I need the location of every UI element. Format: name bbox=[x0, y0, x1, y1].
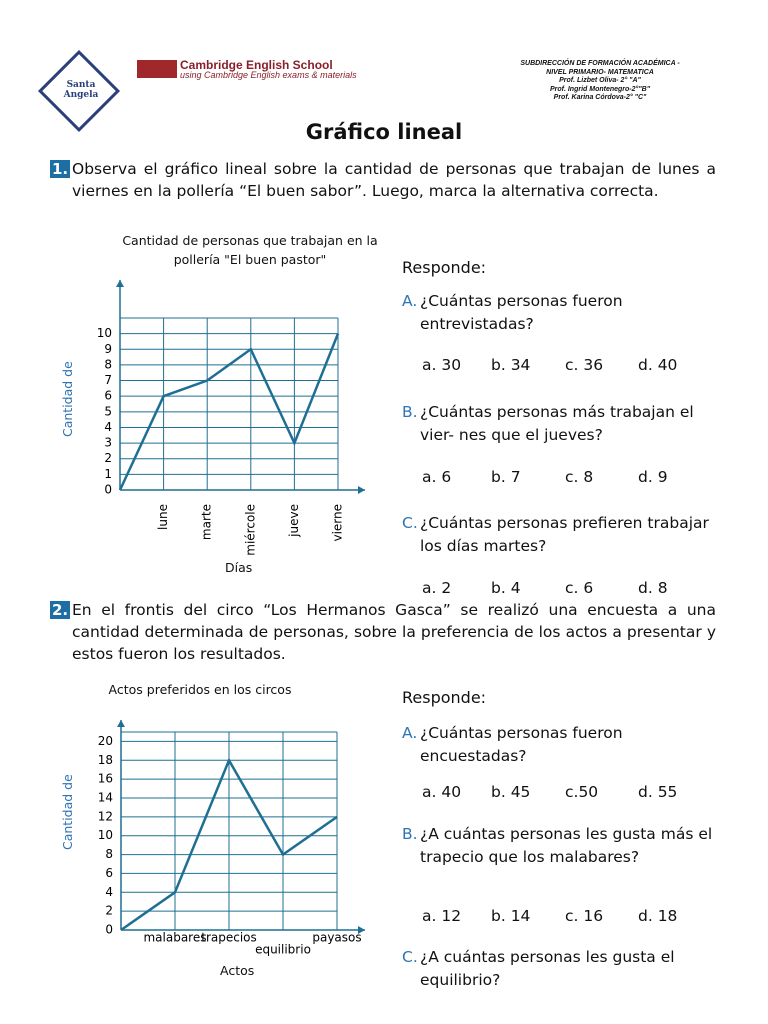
logo-text: Santa Angela bbox=[63, 80, 99, 100]
y-tick-label: 5 bbox=[104, 404, 112, 418]
chart-title: Actos preferidos en los circos bbox=[108, 682, 292, 697]
arrow bbox=[358, 926, 365, 934]
option: d. 9 bbox=[638, 468, 668, 486]
y-tick-label: 8 bbox=[105, 847, 113, 861]
question-letter: C. bbox=[402, 514, 418, 532]
y-tick-label: 16 bbox=[98, 772, 113, 786]
option: d. 8 bbox=[638, 579, 668, 597]
arrow bbox=[358, 486, 365, 494]
y-tick-label: 6 bbox=[104, 389, 112, 403]
y-tick-label: 0 bbox=[105, 923, 113, 937]
option: a. 30 bbox=[422, 356, 462, 374]
y-tick-label: 20 bbox=[98, 734, 113, 748]
question-text: ¿A cuántas personas les gusta más el tra… bbox=[420, 825, 713, 866]
question-text: ¿Cuántas personas fueron encuestadas? bbox=[420, 724, 623, 765]
option: c.50 bbox=[565, 783, 599, 801]
option: c. 6 bbox=[565, 579, 594, 597]
question-letter: B. bbox=[402, 403, 418, 421]
y-tick-label: 4 bbox=[104, 420, 112, 434]
option: b. 4 bbox=[491, 579, 521, 597]
x-tick-label: miércole bbox=[243, 504, 257, 556]
info-line: SUBDIRECCIÓN DE FORMACIÓN ACADÉMICA - bbox=[520, 60, 680, 67]
y-tick-label: 9 bbox=[104, 342, 112, 356]
x-tick-label: vierne bbox=[331, 504, 345, 542]
section-text: Observa el gráfico lineal sobre la canti… bbox=[72, 160, 716, 200]
info-line: Prof. Ingrid Montenegro-2°"B" bbox=[549, 85, 651, 93]
y-tick-label: 10 bbox=[98, 828, 113, 842]
question-letter: A. bbox=[402, 292, 418, 310]
option: c. 16 bbox=[565, 907, 604, 925]
info-line: Prof. Lizbet Oliva- 2° "A" bbox=[559, 77, 641, 84]
chart: 0 2 4 6 8 10 12 14 16 18 20 malabarestrapeciosequil… bbox=[98, 720, 365, 957]
section-number: 1. bbox=[50, 160, 71, 178]
chart-title: Cantidad de personas que trabajan en la … bbox=[122, 233, 378, 267]
line bbox=[118, 333, 340, 491]
y-tick-label: 10 bbox=[97, 326, 112, 340]
x-tick-label: lune bbox=[156, 504, 170, 530]
responde: Responde: bbox=[402, 688, 487, 707]
question: B. ¿A cuántas personas les gusta más el t… bbox=[402, 823, 722, 866]
y-tick-label: 6 bbox=[105, 866, 113, 880]
option: c. 36 bbox=[565, 356, 604, 374]
chart: 0 1 23 4 56 7 89 10 lune marte miércole jueve vierne bbox=[97, 280, 365, 556]
question-letter: C. bbox=[402, 948, 418, 966]
option: c. 8 bbox=[565, 468, 594, 486]
x-axis-label: Actos bbox=[220, 963, 255, 978]
line bbox=[120, 757, 338, 932]
y-tick-label: 12 bbox=[98, 809, 113, 823]
option: d. 18 bbox=[638, 907, 678, 925]
option: a. 6 bbox=[422, 468, 452, 486]
option: a. 12 bbox=[422, 907, 462, 925]
info-line: Prof. Karina Córdova-2° "C" bbox=[553, 94, 647, 101]
option: d. 55 bbox=[638, 783, 678, 801]
question-text: ¿Cuántas personas prefieren trabajar los… bbox=[420, 514, 709, 555]
y-tick-label: 4 bbox=[105, 885, 113, 899]
y-tick-label: 14 bbox=[98, 791, 113, 805]
section-number: 2. bbox=[50, 601, 71, 619]
question: B. ¿Cuántas personas más trabajan el vier… bbox=[402, 401, 722, 444]
info-line: NIVEL PRIMARIO- MATEMATICA bbox=[546, 68, 654, 76]
crest bbox=[137, 60, 177, 78]
question: C. ¿A cuántas personas les gusta el equil… bbox=[402, 946, 722, 989]
option: a. 40 bbox=[422, 783, 462, 801]
question-text: ¿Cuántas personas más trabajan el vier- … bbox=[420, 403, 694, 444]
x-tick-label: malabares bbox=[143, 931, 206, 945]
y-tick-label: 3 bbox=[104, 436, 112, 450]
header-info: SUBDIRECCIÓN DE FORMACIÓN ACADÉMICA - NIV… bbox=[490, 60, 710, 103]
question: A. ¿Cuántas personas fueron encuestadas? bbox=[402, 722, 722, 765]
question: C. ¿Cuántas personas prefieren trabajar l… bbox=[402, 512, 722, 555]
x-tick-label: payasos bbox=[312, 931, 361, 945]
question-letter: B. bbox=[402, 825, 418, 843]
option: b. 7 bbox=[491, 468, 521, 486]
question-letter: A. bbox=[402, 724, 418, 742]
arrow bbox=[117, 720, 125, 727]
y-tick-label: 7 bbox=[104, 373, 112, 387]
question-text: ¿A cuántas personas les gusta el equilib… bbox=[420, 948, 675, 989]
question-text: ¿Cuántas personas fueron entrevistadas? bbox=[420, 292, 623, 333]
y-tick-label: 2 bbox=[104, 451, 112, 465]
x-axis-label: Días bbox=[225, 560, 253, 575]
option: b. 45 bbox=[491, 783, 531, 801]
section-text: En el frontis del circo “Los Hermanos Ga… bbox=[72, 601, 716, 663]
option: d. 40 bbox=[638, 356, 678, 374]
y-tick-label: 1 bbox=[104, 467, 112, 481]
option: b. 14 bbox=[491, 907, 531, 925]
x-tick-label: jueve bbox=[287, 504, 301, 538]
school-name: Cambridge English School bbox=[180, 58, 333, 72]
y-tick-label: 2 bbox=[105, 904, 113, 918]
y-tick-label: 8 bbox=[104, 357, 112, 371]
option: b. 34 bbox=[491, 356, 531, 374]
school-tagline: using Cambridge English exams & material… bbox=[180, 70, 357, 80]
page-title: Gráfico lineal bbox=[305, 120, 463, 144]
y-tick-label: 0 bbox=[104, 483, 112, 497]
question: A. ¿Cuántas personas fueron entrevistadas… bbox=[402, 290, 722, 333]
x-tick-label: equilibrio bbox=[255, 943, 311, 957]
x-tick-label: marte bbox=[200, 504, 214, 540]
arrow bbox=[116, 280, 124, 287]
y-tick-label: 18 bbox=[98, 753, 113, 767]
option: a. 2 bbox=[422, 579, 452, 597]
responde: Responde: bbox=[402, 258, 487, 277]
x-tick-label: trapecios bbox=[201, 931, 257, 945]
